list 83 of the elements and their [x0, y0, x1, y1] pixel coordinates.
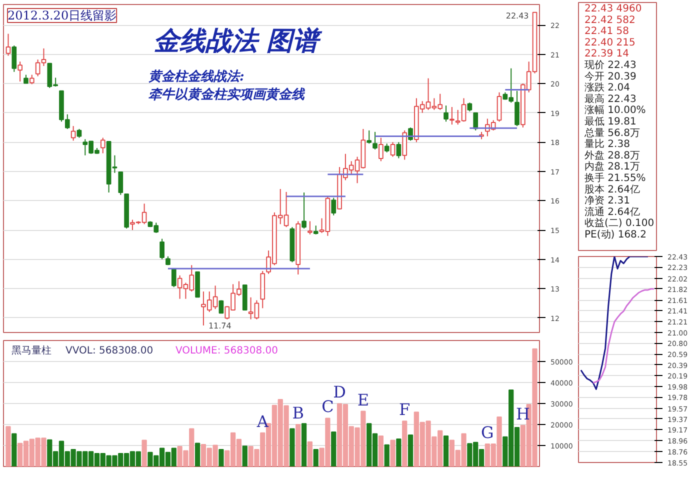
candlestick — [390, 142, 396, 158]
bar — [390, 440, 396, 466]
bar — [331, 432, 336, 466]
annotation: 金线战法 图谱 — [154, 26, 323, 56]
data-label: C — [322, 397, 334, 416]
text: 22.39 14 — [584, 48, 630, 60]
candlestick — [366, 130, 372, 144]
data-label: H — [516, 404, 530, 424]
line-series — [580, 256, 649, 390]
data-label: F — [399, 400, 410, 420]
annotation: 11.74 — [208, 321, 232, 330]
annotation: VVOL: 568308.00 — [66, 346, 154, 356]
text: 22.43 4960 — [584, 4, 642, 14]
bar — [408, 434, 414, 466]
text: PE(动) 168.2 — [584, 230, 646, 240]
candlestick — [12, 45, 17, 72]
text: 涨幅 10.00% — [584, 104, 646, 116]
bar — [218, 448, 224, 466]
text: 总量 56.8万 — [584, 126, 640, 139]
text: 现价 22.43 — [584, 59, 636, 71]
candlestick — [402, 130, 408, 160]
bar — [402, 420, 408, 466]
text: 涨跌 2.04 — [584, 82, 630, 94]
bar — [12, 433, 17, 466]
candlestick — [160, 238, 164, 260]
bar — [296, 424, 301, 466]
data-label: E — [357, 390, 370, 410]
data-label: D — [333, 382, 346, 402]
candlestick — [70, 126, 76, 142]
candlestick — [171, 268, 176, 288]
bar — [242, 446, 248, 466]
candlestick — [514, 90, 520, 127]
bar — [301, 423, 307, 466]
candlestick — [372, 131, 378, 150]
candlestick — [396, 142, 402, 159]
candlestick — [6, 33, 11, 56]
candlestick — [331, 197, 336, 216]
bar — [6, 426, 11, 466]
line-series — [592, 288, 655, 384]
data-label: B — [292, 404, 304, 422]
text: 换手 21.55% — [584, 172, 646, 184]
data-label: A — [256, 412, 269, 431]
candlestick — [378, 137, 384, 162]
bar — [384, 444, 390, 466]
candlestick — [100, 137, 106, 154]
bar — [307, 441, 313, 466]
text: 量比 2.38 — [584, 138, 630, 150]
text: 今开 20.39 — [584, 70, 636, 82]
bar — [142, 440, 147, 466]
annotation: 牵牛以黄金柱实项画黄金线 — [148, 86, 306, 102]
text: 股本 2.64亿 — [584, 183, 640, 196]
candlestick — [18, 61, 22, 82]
bar — [194, 442, 200, 466]
annotation: 黑马量柱 — [12, 344, 52, 356]
bar — [378, 436, 384, 466]
annotation: 黄金柱金线战法: — [148, 70, 244, 84]
text: 内盘 28.1万 — [584, 160, 640, 173]
candlestick — [496, 92, 502, 122]
bar — [443, 436, 449, 466]
text: 最高 22.43 — [584, 92, 636, 105]
text: 22.41 58 — [584, 26, 630, 38]
candlestick — [218, 300, 224, 314]
candlestick — [444, 105, 448, 122]
candlestick — [302, 192, 306, 230]
text: 收益(二) 0.100 — [584, 217, 654, 230]
candlestick — [29, 74, 34, 85]
text: 最低 19.81 — [584, 116, 636, 128]
text: 流通 2.64亿 — [584, 206, 640, 218]
bar — [290, 428, 295, 466]
candlestick — [473, 112, 478, 131]
annotation: 22.43 — [506, 11, 529, 20]
bar — [396, 438, 402, 466]
text: 22.42 582 — [584, 14, 636, 26]
bar — [313, 448, 318, 466]
text: 22.40 215 — [584, 37, 636, 48]
chart-title: 2012.3.20日线留影 — [8, 8, 117, 22]
candlestick — [450, 106, 454, 126]
annotation: VOLUME: 568308.00 — [176, 346, 278, 356]
candlestick — [118, 172, 124, 196]
text: 外盘 28.8万 — [584, 149, 640, 162]
text: 净资 2.31 — [584, 194, 630, 207]
data-label: G — [481, 423, 494, 442]
candlestick — [308, 220, 312, 235]
